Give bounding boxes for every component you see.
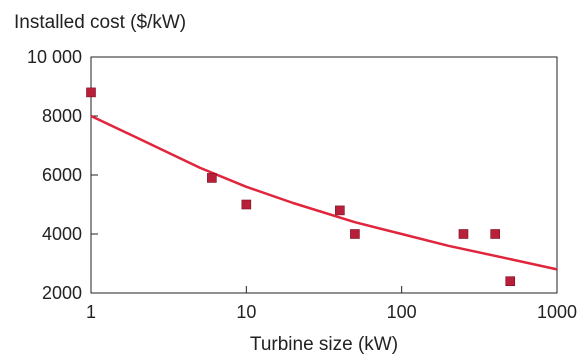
y-tick-label: 6000 [42, 165, 82, 185]
data-point [241, 199, 252, 210]
x-tick-label: 1000 [537, 302, 577, 322]
data-point [458, 229, 469, 239]
x-tick-label: 10 [236, 302, 256, 322]
data-point [490, 229, 500, 239]
data-point [335, 205, 345, 216]
y-tick-label: 10 000 [27, 47, 82, 67]
data-point [350, 229, 360, 239]
y-tick-label: 8000 [42, 106, 82, 126]
data-point [207, 173, 217, 183]
data-point [86, 87, 96, 98]
y-ticks: 2000 4000 6000 8000 10 000 [27, 47, 98, 303]
x-tick-label: 100 [387, 302, 417, 322]
y-axis-label: Installed cost ($/kW) [14, 12, 186, 33]
plot-frame [90, 56, 558, 294]
y-tick-label: 4000 [42, 224, 82, 244]
y-tick-label: 2000 [42, 283, 82, 303]
trend-line [90, 114, 558, 271]
x-axis-label: Turbine size (kW) [250, 334, 398, 355]
x-ticks: 1 10 100 1000 [86, 286, 577, 322]
x-tick-label: 1 [86, 302, 96, 322]
plot-content [86, 87, 558, 287]
data-point [505, 276, 516, 287]
